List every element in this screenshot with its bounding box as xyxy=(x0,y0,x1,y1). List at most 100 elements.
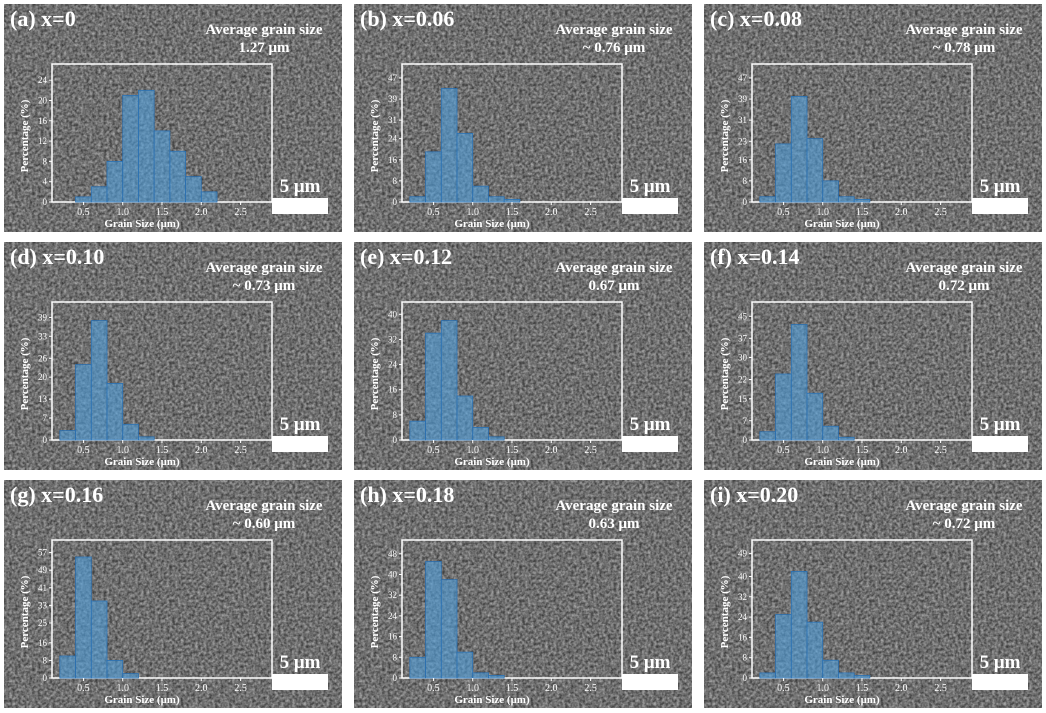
x-tick-label: 2.5 xyxy=(584,683,597,694)
y-axis-label: Percentage (%) xyxy=(369,99,381,172)
sem-texture xyxy=(704,242,1042,470)
bar xyxy=(138,436,155,441)
bar xyxy=(122,423,139,441)
y-tick-label: 16 xyxy=(738,155,748,165)
x-tick-label: 0.5 xyxy=(77,207,90,218)
y-tick-label: 8 xyxy=(393,410,398,420)
scale-bar xyxy=(272,436,328,452)
bar xyxy=(122,673,139,679)
x-tick-label: 0.5 xyxy=(77,683,90,694)
panel-title: (d) x=0.10 xyxy=(10,244,104,269)
scale-bar xyxy=(972,674,1028,690)
y-tick-label: 13 xyxy=(38,394,48,404)
x-tick-label: 2.5 xyxy=(584,207,597,218)
bar xyxy=(759,672,776,679)
y-tick-label: 0 xyxy=(743,673,748,683)
y-tick-label: 47 xyxy=(738,73,748,83)
bar xyxy=(472,185,489,203)
y-tick-label: 7 xyxy=(43,413,48,423)
y-axis-label: Percentage (%) xyxy=(369,337,381,410)
y-tick-label: 15 xyxy=(738,394,748,404)
sem-texture xyxy=(704,480,1042,708)
y-tick-label: 0 xyxy=(43,435,48,445)
y-tick-label: 30 xyxy=(738,353,748,363)
bar xyxy=(775,373,792,441)
scale-bar-label: 5 μm xyxy=(280,414,321,435)
y-tick-label: 31 xyxy=(388,115,397,125)
x-tick-label: 2.5 xyxy=(934,207,947,218)
annotation: 0.63 μm xyxy=(589,516,641,532)
y-tick-label: 32 xyxy=(388,590,397,600)
y-tick-label: 0 xyxy=(43,673,48,683)
annotation: Average grain size xyxy=(205,498,323,514)
x-tick-label: 1.0 xyxy=(816,445,829,456)
panel: (a) x=0 Average grain size 1.27 μm 5 μm 0.5 1… xyxy=(4,4,342,232)
y-tick-label: 7 xyxy=(743,416,748,426)
y-tick-label: 16 xyxy=(388,155,398,165)
y-tick-label: 24 xyxy=(388,611,398,621)
x-tick-label: 1.5 xyxy=(856,207,869,218)
bar xyxy=(75,364,92,441)
bar xyxy=(200,191,218,203)
bar xyxy=(425,151,442,203)
y-tick-label: 31 xyxy=(738,115,747,125)
panel-title: (c) x=0.08 xyxy=(710,6,802,31)
x-tick-label: 2.5 xyxy=(934,445,947,456)
bar xyxy=(456,132,474,203)
y-tick-label: 12 xyxy=(38,136,47,146)
y-tick-label: 40 xyxy=(738,571,748,581)
annotation: Average grain size xyxy=(555,498,673,514)
bar xyxy=(440,88,458,203)
y-axis-label: Percentage (%) xyxy=(19,99,31,172)
panel-title: (b) x=0.06 xyxy=(360,6,454,31)
y-axis-label: Percentage (%) xyxy=(369,575,381,648)
y-tick-label: 41 xyxy=(38,583,47,593)
bar xyxy=(759,196,776,203)
bar xyxy=(806,138,824,203)
y-tick-label: 24 xyxy=(388,134,398,144)
x-tick-label: 2.5 xyxy=(234,445,247,456)
x-tick-label: 1.0 xyxy=(466,683,479,694)
y-tick-label: 8 xyxy=(43,156,48,166)
y-tick-label: 32 xyxy=(738,592,747,602)
annotation: Average grain size xyxy=(555,22,673,38)
x-tick-label: 2.0 xyxy=(545,445,558,456)
x-tick-label: 2.5 xyxy=(234,683,247,694)
bar xyxy=(838,436,855,441)
x-axis-label: Grain Size (μm) xyxy=(804,456,880,468)
bar xyxy=(472,427,489,441)
panel: (f) x=0.14 Average grain size 0.72 μm 5 μm 0… xyxy=(704,242,1042,470)
panel-title: (a) x=0 xyxy=(10,6,76,31)
bar xyxy=(90,600,108,679)
y-tick-label: 0 xyxy=(43,197,48,207)
bar xyxy=(440,579,458,679)
x-tick-label: 0.5 xyxy=(777,445,790,456)
bar xyxy=(409,196,426,203)
scale-bar xyxy=(272,198,328,214)
x-tick-label: 1.0 xyxy=(816,683,829,694)
y-tick-label: 37 xyxy=(738,333,748,343)
x-tick-label: 1.5 xyxy=(856,445,869,456)
bar xyxy=(90,320,108,441)
scale-bar-label: 5 μm xyxy=(630,652,671,673)
scale-bar xyxy=(622,674,678,690)
x-tick-label: 1.0 xyxy=(116,683,129,694)
bar xyxy=(106,160,124,203)
x-tick-label: 2.5 xyxy=(934,683,947,694)
bar xyxy=(425,332,442,441)
y-tick-label: 40 xyxy=(388,569,398,579)
sem-texture xyxy=(354,480,692,708)
bar xyxy=(185,176,202,203)
bar xyxy=(106,659,124,679)
y-tick-label: 0 xyxy=(393,673,398,683)
annotation: Average grain size xyxy=(905,498,1023,514)
bar xyxy=(440,320,458,441)
y-tick-label: 24 xyxy=(388,360,398,370)
scale-bar-label: 5 μm xyxy=(630,414,671,435)
x-tick-label: 2.0 xyxy=(895,207,908,218)
y-tick-label: 26 xyxy=(38,353,48,363)
x-tick-label: 1.5 xyxy=(506,445,519,456)
x-tick-label: 2.0 xyxy=(195,683,208,694)
y-tick-label: 47 xyxy=(388,73,398,83)
y-tick-label: 0 xyxy=(393,435,398,445)
